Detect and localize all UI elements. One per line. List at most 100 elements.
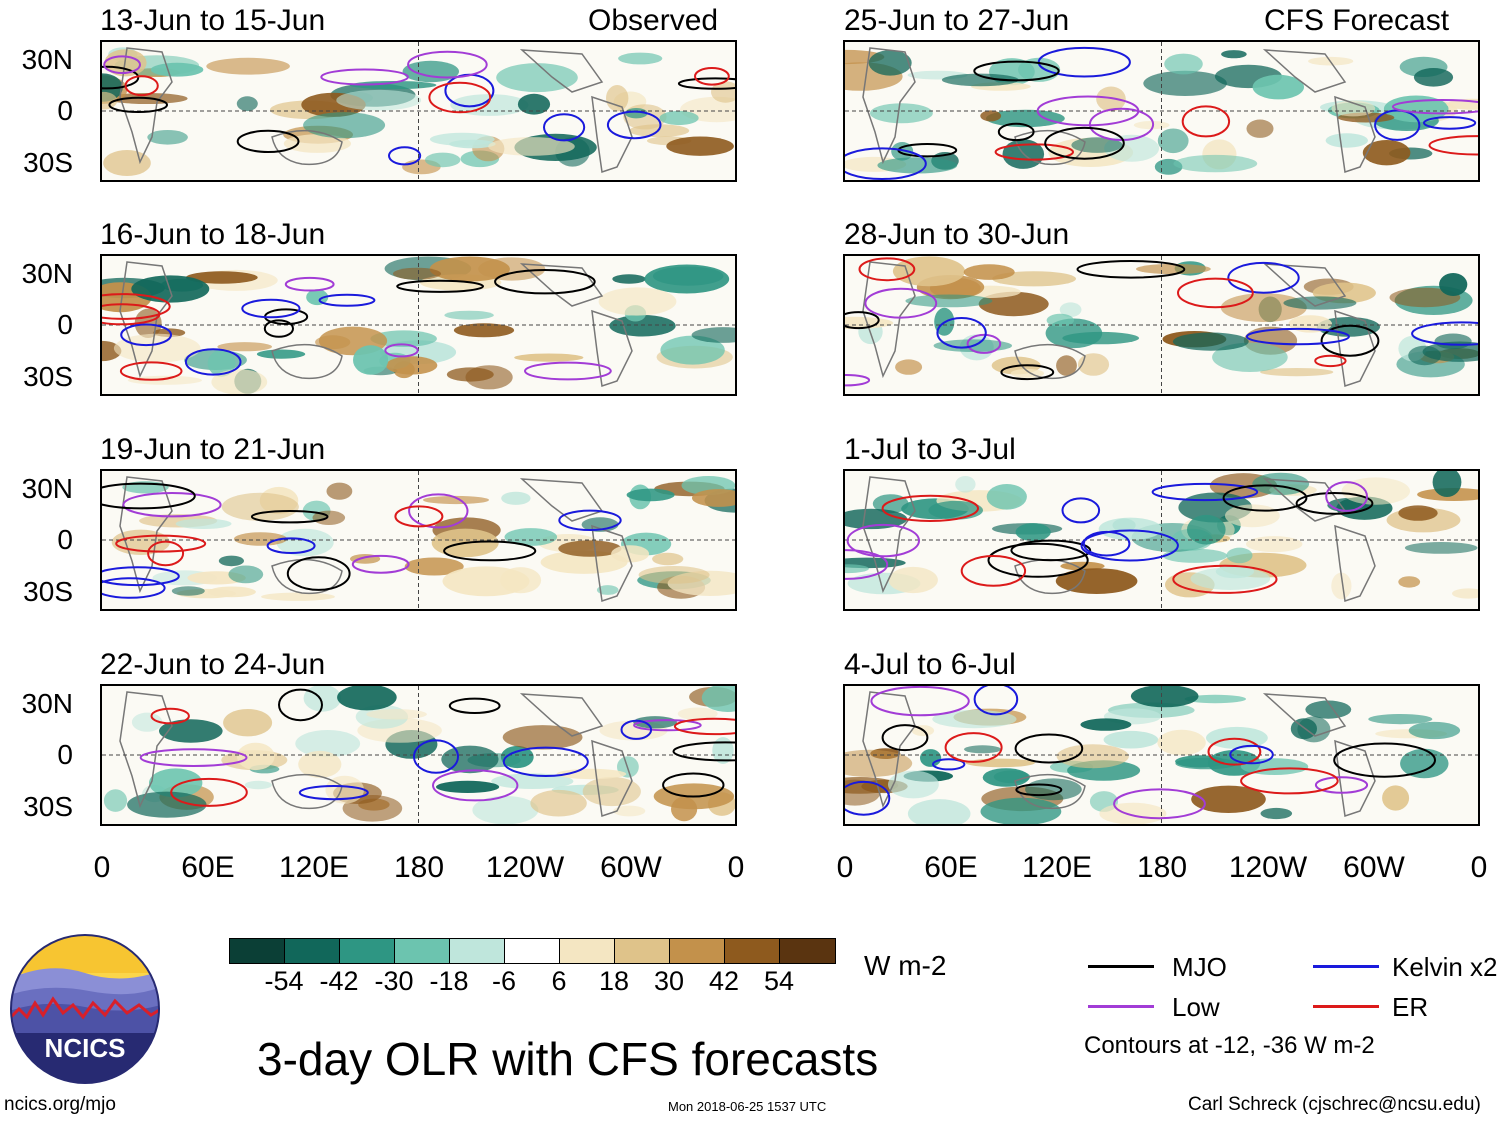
er-contour — [1314, 354, 1347, 368]
olr-anomaly-blob — [1225, 504, 1280, 528]
olr-anomaly-blob — [127, 375, 202, 385]
olr-anomaly-blob — [326, 482, 353, 500]
timestamp: Mon 2018-06-25 1537 UTC — [668, 1099, 827, 1114]
mjo-contour — [845, 311, 880, 330]
olr-anomaly-blob — [1062, 331, 1139, 345]
credit: Carl Schreck (cjschrec@ncsu.edu) — [1188, 1094, 1481, 1115]
low-contour — [524, 361, 612, 381]
mjo-contour — [102, 482, 196, 510]
olr-anomaly-blob — [711, 81, 735, 103]
kelvin-contour — [1374, 109, 1421, 141]
kelvin-contour — [413, 739, 459, 774]
colorbar-swatch-10 — [780, 939, 835, 963]
kelvin-contour — [543, 113, 586, 142]
olr-anomaly-blob — [1059, 302, 1082, 317]
legend-er-label: ER — [1392, 992, 1429, 1022]
er-contour — [115, 534, 207, 553]
kelvin-contour — [1151, 482, 1259, 502]
olr-anomaly-blob — [1162, 548, 1228, 563]
olr-anomaly-blob — [436, 780, 500, 793]
map-panel-6-canvas — [845, 471, 1478, 609]
olr-anomaly-blob — [342, 795, 403, 822]
er-contour — [1177, 277, 1254, 309]
low-contour — [845, 549, 889, 580]
olr-anomaly-blob — [895, 359, 923, 375]
olr-anomaly-blob — [514, 353, 584, 362]
olr-anomaly-blob — [236, 96, 258, 112]
olr-anomaly-blob — [207, 586, 256, 598]
kelvin-contour — [298, 785, 369, 801]
coastline-south-america — [591, 95, 633, 173]
olr-anomaly-blob — [353, 345, 389, 375]
olr-anomaly-blob — [1297, 716, 1331, 743]
olr-anomaly-blob — [488, 137, 575, 156]
olr-anomaly-blob — [596, 585, 619, 595]
olr-anomaly-blob — [228, 565, 264, 584]
source-url[interactable]: ncics.org/mjo — [4, 1094, 116, 1115]
colorbar-swatch-5 — [505, 939, 560, 963]
mjo-contour — [1000, 364, 1055, 381]
olr-anomaly-blob — [612, 274, 646, 284]
colorbar-swatch-7 — [615, 939, 670, 963]
kelvin-contour — [845, 780, 891, 816]
olr-anomaly-blob — [955, 476, 976, 493]
kelvin-contour — [620, 719, 653, 740]
olr-anomaly-blob — [1246, 536, 1303, 553]
lat-label-30s-2: 30S — [23, 361, 73, 392]
map-panel-1-canvas — [102, 42, 735, 180]
low-contour — [122, 492, 222, 518]
olr-anomaly-blob — [1025, 778, 1082, 801]
olr-anomaly-blob — [1133, 121, 1170, 130]
olr-anomaly-blob — [920, 749, 942, 767]
olr-anomaly-blob — [500, 745, 534, 769]
kelvin-contour — [1061, 497, 1101, 524]
olr-anomaly-blob — [986, 484, 1027, 510]
kelvin-contour — [1082, 530, 1131, 557]
lat-label-30n-2: 30N — [21, 258, 73, 289]
olr-anomaly-blob — [1130, 686, 1199, 708]
olr-anomaly-blob — [429, 256, 510, 282]
colorbar-swatch-2 — [340, 939, 395, 963]
olr-anomaly-blob — [472, 795, 539, 824]
er-contour — [694, 67, 730, 86]
kelvin-contour — [606, 110, 662, 140]
olr-anomaly-blob — [1331, 100, 1376, 117]
er-contour — [102, 293, 171, 320]
olr-anomaly-blob — [965, 758, 1035, 768]
mjo-contour — [448, 697, 501, 714]
colorbar-label: 30 — [653, 966, 685, 996]
lon-label-left-120e: 120E — [278, 851, 350, 884]
olr-anomaly-blob — [207, 349, 236, 377]
lat-label-30n-4: 30N — [21, 688, 73, 719]
low-contour — [284, 276, 335, 292]
olr-anomaly-blob — [131, 712, 163, 732]
colorbar-label: 54 — [763, 966, 795, 996]
mjo-contour — [102, 65, 140, 90]
olr-anomaly-blob — [671, 796, 698, 822]
low-contour — [633, 719, 702, 732]
olr-anomaly-blob — [283, 134, 351, 153]
olr-anomaly-blob — [1452, 588, 1478, 599]
olr-anomaly-blob — [1173, 154, 1258, 173]
er-contour — [994, 143, 1075, 161]
olr-anomaly-blob — [992, 271, 1076, 287]
olr-anomaly-blob — [370, 330, 437, 347]
olr-anomaly-blob — [1260, 368, 1334, 377]
low-contour — [351, 554, 410, 574]
olr-anomaly-blob — [644, 264, 730, 294]
er-contour — [1240, 767, 1339, 795]
olr-anomaly-blob — [276, 528, 334, 557]
low-contour — [845, 374, 871, 387]
olr-anomaly-blob — [530, 789, 587, 817]
lon-label-left-60e: 60E — [181, 851, 235, 884]
colorbar-label: 42 — [708, 966, 740, 996]
olr-anomaly-blob — [1331, 572, 1352, 600]
low-contour — [407, 50, 488, 79]
olr-anomaly-blob — [1413, 68, 1454, 87]
colorbar-swatch-1 — [285, 939, 340, 963]
lon-label-left-120w: 120W — [485, 851, 565, 884]
olr-anomaly-blob — [1400, 748, 1449, 779]
mjo-contour — [662, 772, 725, 798]
legend-kelvin-line — [1313, 965, 1379, 968]
olr-anomaly-blob — [905, 294, 993, 308]
